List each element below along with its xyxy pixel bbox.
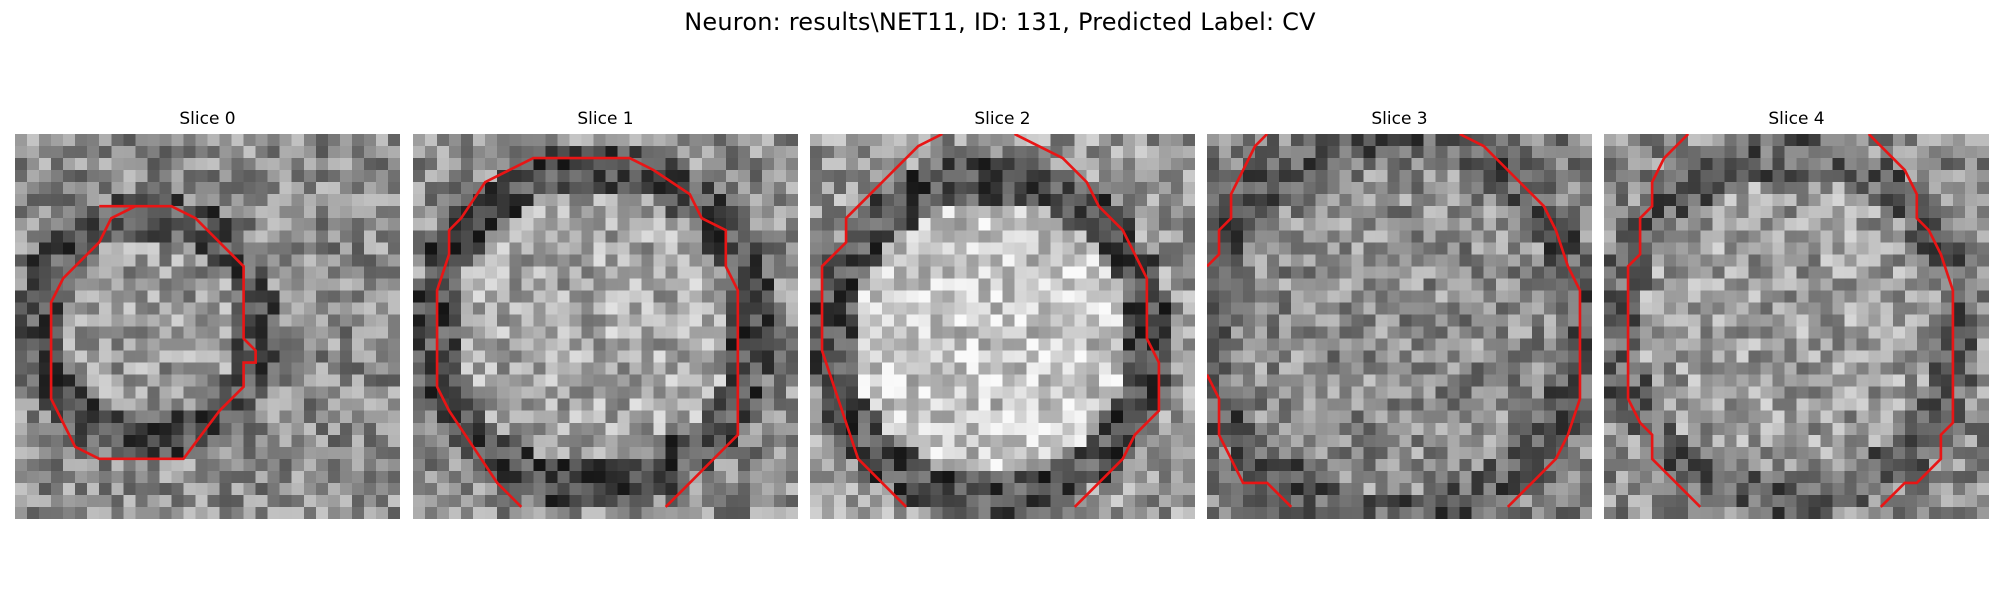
slice-image	[1207, 134, 1592, 519]
slice-panel-4: Slice 4	[1604, 108, 1989, 519]
slice-image	[413, 134, 798, 519]
pixel-grid	[810, 134, 1195, 519]
slice-panel-3: Slice 3	[1207, 108, 1592, 519]
slice-image	[810, 134, 1195, 519]
pixel-grid	[15, 134, 400, 519]
slice-title: Slice 0	[15, 108, 400, 130]
figure-title: Neuron: results\NET11, ID: 131, Predicte…	[0, 8, 2000, 36]
pixel-grid	[1604, 134, 1989, 519]
slice-image	[1604, 134, 1989, 519]
slice-image	[15, 134, 400, 519]
slice-panel-2: Slice 2	[810, 108, 1195, 519]
slice-panel-0: Slice 0	[15, 108, 400, 519]
slice-title: Slice 2	[810, 108, 1195, 130]
slice-panel-1: Slice 1	[413, 108, 798, 519]
slice-title: Slice 4	[1604, 108, 1989, 130]
slice-title: Slice 1	[413, 108, 798, 130]
slice-title: Slice 3	[1207, 108, 1592, 130]
pixel-grid	[1207, 134, 1592, 519]
pixel-grid	[413, 134, 798, 519]
